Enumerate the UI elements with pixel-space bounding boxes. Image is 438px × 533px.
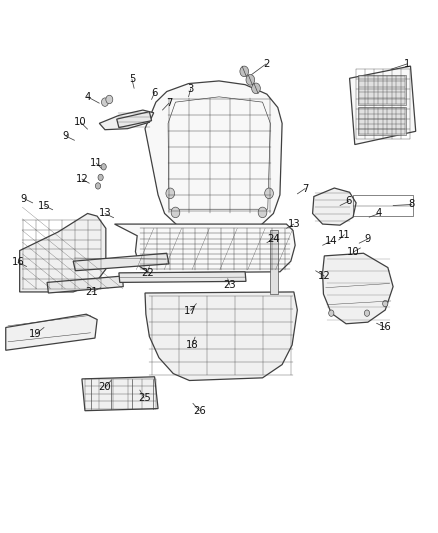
Text: 4: 4 [85, 92, 91, 102]
Text: 11: 11 [338, 230, 351, 240]
Text: 23: 23 [223, 280, 236, 290]
Text: 10: 10 [74, 117, 87, 127]
Text: 24: 24 [267, 234, 280, 244]
Text: 13: 13 [287, 219, 300, 229]
Polygon shape [145, 292, 297, 381]
Circle shape [98, 174, 103, 181]
Polygon shape [350, 66, 416, 144]
Polygon shape [6, 314, 97, 350]
Polygon shape [47, 276, 123, 293]
Text: 21: 21 [85, 287, 98, 297]
Circle shape [265, 188, 273, 199]
Text: 12: 12 [75, 174, 88, 184]
Text: 2: 2 [263, 59, 269, 69]
Circle shape [252, 83, 260, 94]
Text: 5: 5 [129, 74, 135, 84]
Circle shape [171, 207, 180, 217]
Polygon shape [145, 81, 282, 233]
Text: 20: 20 [99, 382, 111, 392]
Text: 6: 6 [152, 87, 158, 98]
Circle shape [166, 188, 175, 199]
Circle shape [364, 310, 370, 317]
Circle shape [246, 75, 254, 85]
Text: 9: 9 [63, 131, 69, 141]
Polygon shape [115, 224, 295, 273]
Circle shape [328, 310, 334, 317]
Polygon shape [99, 110, 154, 130]
Text: 7: 7 [166, 98, 172, 108]
Text: 4: 4 [376, 208, 382, 219]
Polygon shape [358, 108, 406, 135]
Circle shape [258, 207, 267, 217]
Polygon shape [313, 188, 356, 225]
Text: 9: 9 [21, 193, 27, 204]
Text: 25: 25 [138, 393, 151, 403]
Polygon shape [119, 272, 246, 282]
Circle shape [106, 95, 113, 104]
Polygon shape [82, 377, 158, 411]
Text: 18: 18 [186, 340, 198, 350]
Text: 9: 9 [365, 234, 371, 244]
Text: 15: 15 [38, 200, 50, 211]
Polygon shape [73, 253, 169, 271]
Text: 16: 16 [379, 322, 392, 333]
Text: 14: 14 [325, 236, 338, 246]
Circle shape [95, 183, 101, 189]
Polygon shape [358, 75, 406, 105]
Circle shape [240, 66, 249, 77]
Text: 13: 13 [99, 208, 111, 219]
Text: 17: 17 [184, 305, 197, 316]
Polygon shape [20, 214, 106, 292]
Polygon shape [322, 253, 393, 324]
Circle shape [383, 301, 388, 307]
Text: 3: 3 [187, 84, 194, 94]
Text: 11: 11 [90, 158, 102, 168]
Circle shape [102, 98, 109, 107]
Text: 10: 10 [347, 247, 359, 257]
Circle shape [101, 164, 106, 170]
Text: 12: 12 [318, 271, 331, 281]
Text: 8: 8 [409, 199, 415, 209]
Text: 16: 16 [11, 257, 24, 267]
Text: 22: 22 [141, 268, 154, 278]
Text: 26: 26 [193, 406, 206, 416]
Polygon shape [270, 230, 278, 294]
Text: 6: 6 [346, 196, 352, 206]
Polygon shape [117, 112, 152, 127]
Text: 1: 1 [404, 59, 410, 69]
Text: 7: 7 [302, 183, 308, 193]
Text: 19: 19 [29, 329, 42, 340]
